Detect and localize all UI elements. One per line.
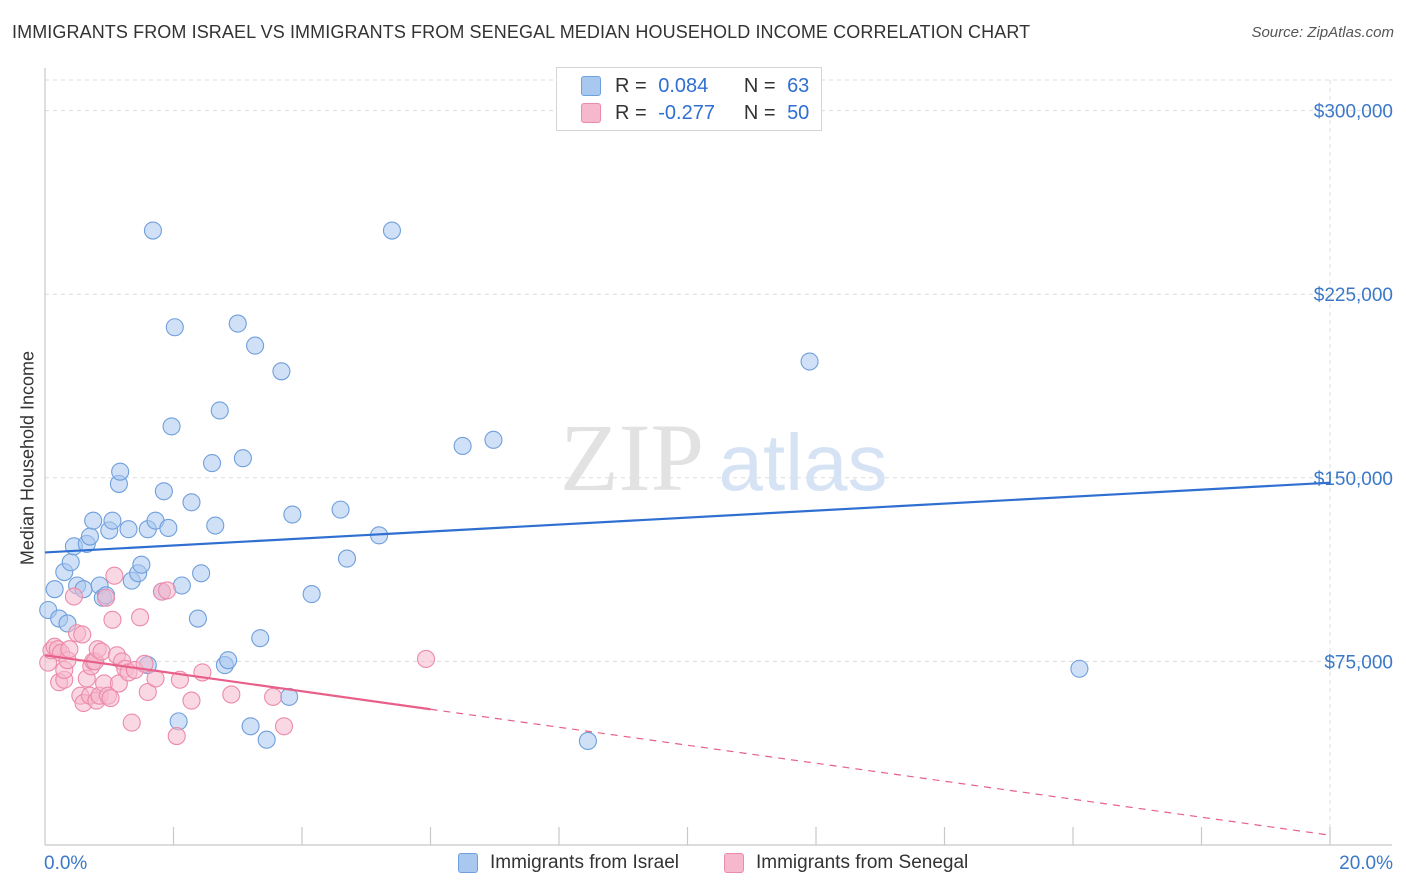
y-tick-label-2: $225,000: [1314, 285, 1393, 306]
israel-point-38: [206, 516, 225, 535]
israel-point-57: [484, 430, 503, 449]
senegal-point-35: [122, 713, 141, 732]
senegal-point-10: [64, 587, 83, 606]
senegal-point-13: [73, 625, 92, 644]
senegal-points: [39, 566, 436, 746]
senegal-point-47: [222, 685, 241, 704]
israel-point-25: [143, 221, 162, 240]
senegal-n-label: N =: [743, 102, 776, 124]
y-tick-label-0: $75,000: [1324, 652, 1393, 673]
israel-point-30: [162, 417, 181, 436]
tick-labels: $75,000 $150,000 $225,000 $300,000 0.0% 20.0%: [44, 102, 1393, 874]
x-tick-label-max: 20.0%: [1339, 853, 1393, 874]
senegal-point-43: [167, 727, 186, 746]
israel-point-51: [302, 585, 321, 604]
israel-point-36: [192, 564, 211, 583]
israel-n-label: N =: [743, 75, 776, 97]
israel-point-47: [257, 730, 276, 749]
senegal-point-9: [60, 640, 79, 659]
watermark-zip: ZIP: [560, 404, 704, 511]
israel-points: [39, 221, 1089, 751]
israel-point-45: [246, 336, 265, 355]
israel-point-22: [132, 555, 151, 574]
senegal-n-value: 50: [787, 102, 810, 124]
israel-point-11: [84, 511, 103, 530]
bottom-israel-swatch: [458, 853, 478, 873]
israel-point-50: [283, 505, 302, 524]
israel-point-39: [210, 401, 229, 420]
israel-point-52: [331, 500, 350, 519]
senegal-point-49: [274, 717, 294, 736]
senegal-trend-line-dashed: [430, 708, 1331, 836]
senegal-point-28: [103, 610, 122, 629]
bottom-senegal-swatch: [724, 853, 744, 873]
chart-title: IMMIGRANTS FROM ISRAEL VS IMMIGRANTS FRO…: [12, 22, 1031, 42]
trend-lines: [44, 481, 1331, 836]
y-tick-label-1: $150,000: [1314, 469, 1393, 490]
israel-point-55: [382, 221, 402, 240]
israel-point-46: [251, 629, 270, 648]
israel-point-37: [203, 454, 222, 473]
senegal-r-value: -0.277: [658, 102, 715, 124]
israel-r-label: R =: [615, 75, 647, 97]
senegal-point-37: [131, 608, 150, 627]
israel-point-18: [111, 462, 130, 481]
watermark: ZIP atlas: [560, 404, 887, 511]
axes: [44, 68, 1392, 846]
israel-point-19: [119, 520, 138, 539]
senegal-point-23: [92, 642, 111, 661]
watermark-atlas: atlas: [719, 418, 888, 507]
israel-point-44: [241, 717, 260, 736]
israel-point-59: [800, 352, 819, 371]
senegal-r-label: R =: [615, 102, 647, 124]
senegal-point-27: [101, 689, 120, 708]
israel-r-value: 0.084: [658, 75, 709, 97]
israel-point-29: [159, 518, 178, 538]
senegal-point-48: [264, 687, 283, 706]
israel-point-58: [578, 731, 597, 751]
x-tick-label-min: 0.0%: [44, 853, 87, 874]
y-tick-label-3: $300,000: [1314, 102, 1393, 123]
israel-point-10: [80, 527, 100, 546]
senegal-point-25: [96, 588, 116, 607]
israel-point-56: [453, 436, 472, 456]
israel-point-48: [272, 362, 291, 381]
stats-legend: R = 0.084 N = 63 R = -0.277 N = 50: [556, 67, 822, 131]
senegal-trend-line: [44, 654, 431, 711]
israel-point-34: [182, 493, 201, 512]
israel-point-16: [103, 511, 122, 530]
israel-trend-line: [44, 481, 1331, 554]
senegal-point-45: [182, 691, 201, 710]
senegal-point-39: [138, 682, 157, 702]
israel-point-5: [61, 553, 80, 572]
israel-point-41: [219, 651, 238, 670]
senegal-swatch: [581, 103, 601, 123]
y-axis-label: Median Household Income: [17, 350, 38, 566]
israel-point-42: [228, 314, 247, 333]
bottom-senegal-label: Immigrants from Senegal: [756, 852, 969, 873]
senegal-point-29: [105, 566, 124, 585]
israel-point-35: [188, 609, 207, 628]
israel-swatch: [581, 76, 601, 96]
israel-point-31: [165, 318, 184, 337]
israel-n-value: 63: [787, 75, 810, 97]
bottom-israel-label: Immigrants from Israel: [490, 852, 679, 873]
israel-point-53: [337, 549, 357, 568]
senegal-point-42: [158, 581, 177, 600]
source-label: Source: ZipAtlas.com: [1251, 24, 1394, 41]
israel-point-60: [1070, 659, 1089, 678]
israel-point-43: [233, 449, 252, 468]
israel-point-1: [45, 580, 64, 599]
senegal-point-50: [416, 649, 436, 669]
israel-point-28: [154, 482, 173, 501]
